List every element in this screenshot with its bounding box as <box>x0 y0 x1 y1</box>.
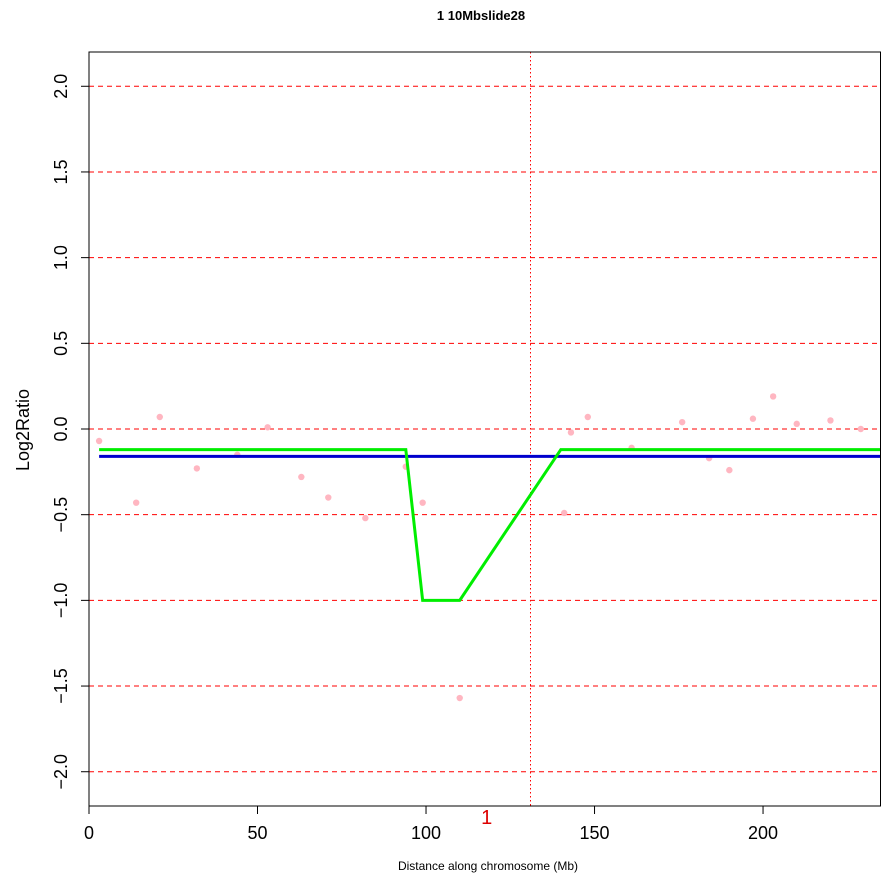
x-tick-label: 0 <box>84 823 94 843</box>
y-tick-label: −1.5 <box>51 668 71 704</box>
data-point <box>193 465 201 472</box>
y-tick-label: 0.5 <box>51 331 71 356</box>
y-tick-label: −1.0 <box>51 583 71 619</box>
data-point <box>749 415 757 422</box>
data-point <box>793 420 800 428</box>
y-tick-label: −0.5 <box>51 497 71 533</box>
x-tick-label: 100 <box>411 823 441 843</box>
marker-label: 1 <box>481 807 492 829</box>
data-point <box>156 413 163 421</box>
data-point <box>678 418 686 426</box>
y-tick-label: 2.0 <box>51 74 71 99</box>
grid <box>89 85 881 773</box>
data-point <box>584 413 591 421</box>
chart-title: 1 10Mbslide28 <box>437 8 525 23</box>
data-point <box>456 694 463 702</box>
data-point <box>264 424 271 431</box>
data-point <box>132 499 140 506</box>
y-tick-label: 1.5 <box>51 159 71 184</box>
y-axis-label: Log2Ratio <box>13 389 33 471</box>
data-point <box>298 473 305 481</box>
data-point <box>325 494 332 501</box>
segment-line <box>99 448 881 602</box>
data-point <box>95 437 103 445</box>
x-axis-label: Distance along chromosome (Mb) <box>398 859 578 873</box>
data-point <box>827 417 834 424</box>
data-point <box>857 425 864 433</box>
data-points <box>95 393 864 702</box>
x-tick-label: 150 <box>580 823 610 843</box>
data-point <box>567 429 575 436</box>
y-tick-label: 0.0 <box>51 416 71 441</box>
x-tick-label: 50 <box>247 823 267 843</box>
data-point <box>561 509 568 517</box>
y-tick-label: 1.0 <box>51 245 71 270</box>
data-point <box>362 514 369 522</box>
data-point <box>419 499 426 506</box>
data-point <box>769 393 777 400</box>
x-tick-label: 200 <box>748 823 778 843</box>
series-lines <box>99 448 881 602</box>
data-point <box>726 466 733 474</box>
y-axis: −2.0 −1.5 −1.0 −0.5 0.0 0.5 1.0 1.5 2.0 <box>51 74 89 790</box>
x-axis: 0 50 100 150 200 <box>84 806 778 843</box>
y-tick-label: −2.0 <box>51 754 71 790</box>
